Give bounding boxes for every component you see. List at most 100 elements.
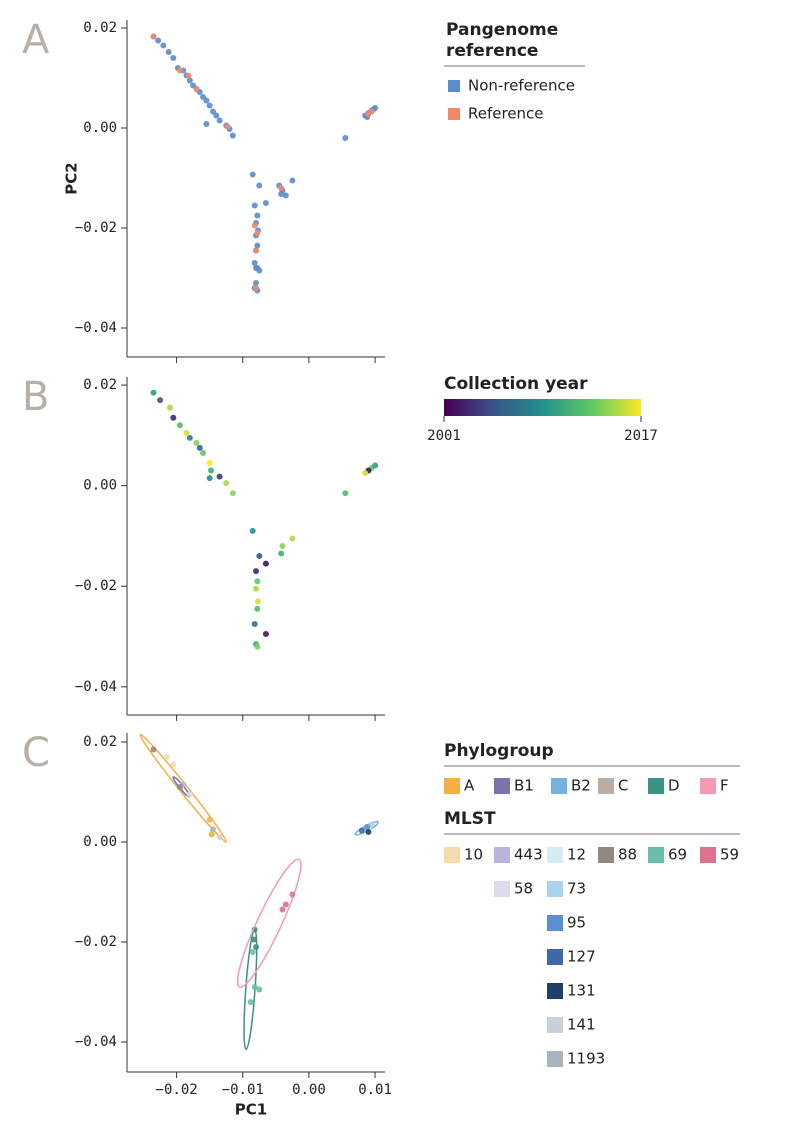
confidence-ellipse [236,858,302,988]
point [282,192,289,199]
point [208,467,215,474]
colorbar-title: Collection year [444,374,588,394]
legend-label: 59 [720,846,739,864]
point [365,829,372,835]
y-tick-label: 0.00 [83,478,117,494]
point [253,285,259,291]
point [254,605,261,612]
point [150,389,157,396]
legend-swatch [547,1051,563,1067]
point [183,429,190,436]
legend-label: 73 [567,880,586,898]
point [160,42,167,49]
legend-swatch [648,778,664,794]
point [247,999,254,1005]
x-tick-label: 0.01 [358,1082,392,1098]
point [249,527,256,534]
point [186,434,193,441]
point [278,191,285,197]
y-tick-label: 0.00 [83,834,117,850]
legend-label: 1193 [567,1050,605,1068]
point [253,568,259,575]
y-tick-label: 0.02 [83,734,117,750]
colorbar-label: 2001 [427,428,461,444]
point [254,578,261,585]
x-tick-label: −0.02 [156,1082,198,1098]
point [253,247,259,254]
y-tick-label: 0.02 [83,20,117,36]
point [358,827,365,834]
point [208,831,215,838]
legend-label: 88 [618,846,637,864]
legend-label: B2 [571,777,591,795]
legend-swatch [648,847,664,863]
point [203,121,210,127]
panel-label: C [22,730,50,776]
panel-label: A [22,17,50,63]
legend-swatch [598,778,614,794]
legend-swatch [547,983,563,999]
point [165,49,172,55]
y-tick-label: −0.04 [75,1034,117,1050]
point [170,761,177,768]
point [186,77,193,84]
legend-label: 443 [514,846,543,864]
point [256,986,263,993]
point [253,280,259,286]
point [342,135,349,141]
legend-label: B1 [514,777,534,795]
point [210,108,216,115]
point [254,212,261,219]
legend-swatch [547,1017,563,1033]
colorbar [444,399,641,416]
legend-swatch [444,847,460,863]
point [200,449,207,456]
point [368,821,375,828]
legend-swatch [448,108,460,120]
legend-label: 127 [567,948,596,966]
y-tick-label: −0.02 [75,220,117,236]
legend-title: Phylogroup [444,741,554,761]
point [289,535,296,542]
point [365,111,372,117]
point [282,901,289,908]
point [262,200,269,206]
point [251,620,258,627]
point [251,984,258,990]
legend-swatch [494,847,510,863]
legend-swatch [551,778,567,794]
legend-label: 141 [567,1016,596,1034]
point [342,490,349,497]
point [216,473,223,480]
point [206,460,213,467]
point [249,171,256,178]
y-tick-label: −0.04 [75,320,117,336]
legend-swatch [598,847,614,863]
point [364,824,371,830]
point [223,480,230,487]
legend-swatch [547,915,563,931]
point [251,260,258,266]
legend-label: 10 [464,846,483,864]
point [254,242,261,249]
point [193,86,200,92]
point [176,422,183,429]
point [251,936,258,943]
point [210,826,216,833]
point [206,816,213,823]
point [256,182,263,189]
legend-swatch [448,80,460,92]
legend-swatch [547,949,563,965]
point [157,397,164,404]
point [224,123,231,130]
point [150,746,157,753]
point [254,598,261,605]
colorbar-label: 2017 [624,428,658,444]
point [163,754,170,760]
point [253,944,259,950]
legend-label: 131 [567,982,596,1000]
point [251,222,258,229]
point [249,949,256,955]
